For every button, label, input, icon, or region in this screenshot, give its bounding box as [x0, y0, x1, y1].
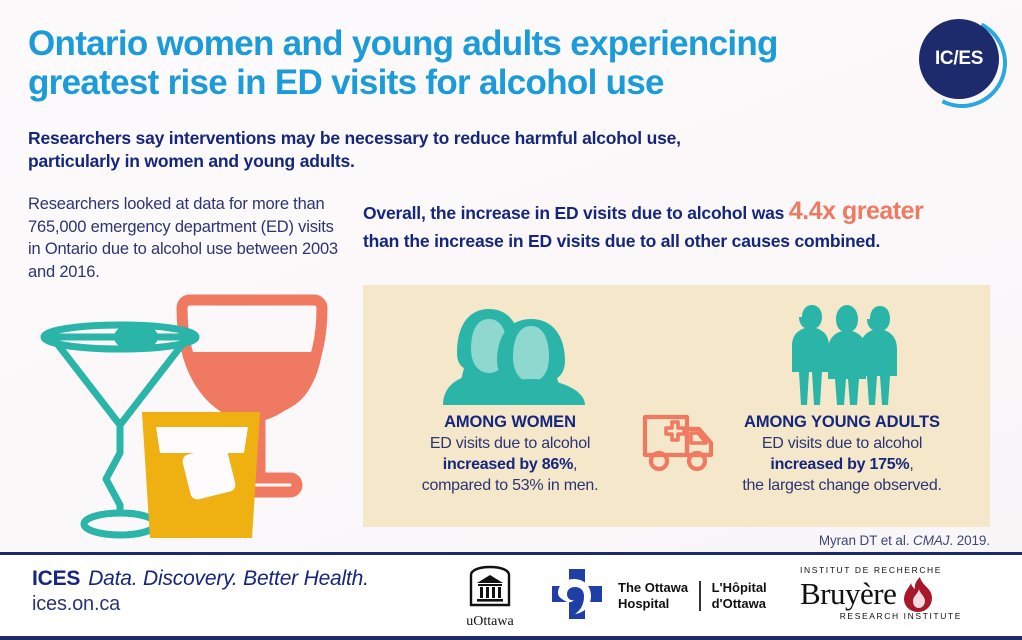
ices-logo: IC/ES — [905, 6, 1019, 120]
stat-young-comma: , — [909, 455, 914, 473]
overall-pre: Overall, the increase in ED visits due t… — [363, 203, 789, 223]
footer: ICES Data. Discovery. Better Health. ices… — [0, 555, 1022, 640]
uottawa-label: uOttawa — [466, 614, 514, 629]
ices-brand-name: ICES — [32, 567, 81, 590]
wine-glass-icon — [176, 294, 328, 498]
overall-statement: Overall, the increase in ED visits due t… — [363, 194, 943, 254]
stat-young-body: ED visits due to alcohol increased by 17… — [711, 434, 973, 496]
page-title: Ontario women and young adults experienc… — [28, 24, 888, 102]
page-subtitle: Researchers say interventions may be nec… — [28, 128, 681, 172]
martini-glass-icon — [40, 321, 200, 539]
study-description: Researchers looked at data for more than… — [28, 195, 338, 281]
overall-post: than the increase in ED visits due to al… — [363, 231, 881, 251]
drinks-svg — [40, 294, 328, 539]
uottawa-logo: uOttawa — [452, 563, 528, 630]
stat-women-line1: ED visits due to alcohol — [429, 435, 591, 452]
ottawa-hospital-divider — [699, 581, 701, 611]
whisky-tumbler-icon — [142, 412, 260, 538]
citation-year: . 2019. — [949, 533, 990, 548]
ices-brand: ICES Data. Discovery. Better Health. ices… — [32, 567, 369, 616]
stat-young-line3: the largest change observed. — [742, 476, 942, 494]
ices-logo-disc: IC/ES — [919, 19, 999, 99]
footer-divider-top — [0, 552, 1022, 555]
ottawa-hospital-logo: The Ottawa Hospital L'Hôpital d'Ottawa — [548, 567, 767, 625]
stat-women-comma: , — [573, 455, 578, 473]
stat-among-women: AMONG WOMEN ED visits due to alcohol inc… — [379, 297, 641, 496]
bruyere-wordmark: Bruyère — [800, 575, 897, 611]
alcoholic-drinks-illustration — [14, 292, 354, 542]
bruyere-logo: INSTITUT DE RECHERCHE Bruyère RESEARCH I… — [800, 565, 996, 621]
citation: Myran DT et al. CMAJ. 2019. — [640, 533, 990, 548]
ices-logo-label: IC/ES — [934, 48, 984, 69]
uottawa-crest-icon — [469, 565, 511, 607]
three-young-adults-icon — [711, 297, 973, 405]
title-line-2: greatest rise in ED visits for alcohol u… — [28, 63, 665, 103]
overall-highlight: 4.4x greater — [788, 197, 924, 225]
stat-women-heading: AMONG WOMEN — [444, 413, 576, 431]
stat-women-value: increased by 86% — [442, 455, 574, 473]
title-line-1: Ontario women and young adults experienc… — [28, 24, 778, 63]
stat-young-line1: ED visits due to alcohol — [761, 435, 923, 452]
bruyere-tagline-bottom: RESEARCH INSTITUTE — [839, 611, 962, 621]
two-women-icon — [379, 297, 641, 405]
bruyere-tagline-top: INSTITUT DE RECHERCHE — [800, 565, 943, 575]
statistics-panel: AMONG WOMEN ED visits due to alcohol inc… — [363, 285, 990, 527]
citation-journal: CMAJ — [913, 533, 950, 548]
ottawa-hospital-name-fr: L'Hôpital d'Ottawa — [711, 580, 767, 611]
stat-among-young-adults: AMONG YOUNG ADULTS ED visits due to alco… — [711, 297, 973, 496]
ambulance-icon — [641, 411, 719, 473]
ottawa-hospital-name-en: The Ottawa Hospital — [618, 580, 689, 611]
stat-women-line3: compared to 53% in men. — [421, 476, 599, 494]
stat-young-value: increased by 175% — [770, 455, 910, 473]
stat-women-body: ED visits due to alcohol increased by 86… — [379, 434, 641, 496]
bruyere-flame-icon — [904, 577, 933, 612]
ices-website-url[interactable]: ices.on.ca — [32, 593, 121, 615]
citation-authors: Myran DT et al. — [818, 533, 914, 548]
footer-divider-bottom — [0, 636, 1022, 640]
stat-young-heading: AMONG YOUNG ADULTS — [744, 413, 940, 431]
ottawa-hospital-cross-icon — [552, 569, 602, 619]
ices-brand-tagline: Data. Discovery. Better Health. — [88, 567, 369, 590]
